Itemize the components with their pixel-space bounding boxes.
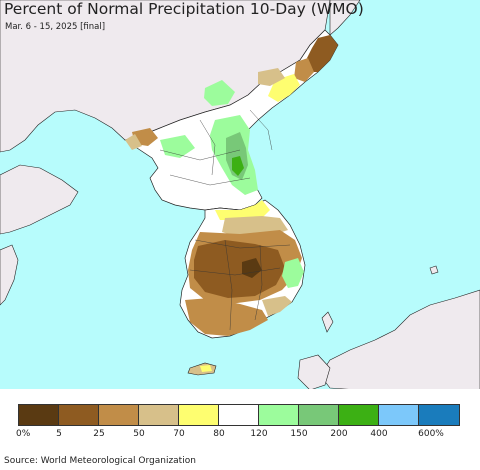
russia-land [329, 0, 361, 36]
nk-darkgreen [232, 156, 244, 176]
legend-tick-label: 150 [290, 429, 308, 439]
shandong-peninsula [0, 164, 79, 235]
source-note: Source: World Meteorological Organizatio… [4, 456, 196, 466]
ulleung-island [429, 265, 439, 275]
nk-brown-ne [306, 35, 338, 72]
legend-swatch [179, 405, 219, 425]
legend-swatch [139, 405, 179, 425]
legend-tick-label: 120 [250, 429, 268, 439]
nk-tan-ne [294, 58, 314, 82]
legend-swatch [19, 405, 59, 425]
map-subtitle: Mar. 6 - 15, 2025 [final] [5, 22, 106, 32]
legend-swatch [379, 405, 419, 425]
legend-tick-label: 70 [173, 429, 185, 439]
nk-lighttan-west [125, 134, 142, 150]
province-boundaries [159, 109, 291, 331]
legend-colorbar [18, 404, 460, 426]
tsushima-island [321, 311, 334, 333]
japan-kyushu [297, 354, 331, 391]
legend-tick-label: 0% [16, 429, 31, 439]
sk-yellow-n [215, 200, 270, 220]
legend-tick-label: 200 [330, 429, 348, 439]
sk-tan-south [185, 298, 268, 336]
legend-swatch [259, 405, 299, 425]
jeju-yellow [200, 365, 212, 372]
legend-swatch [299, 405, 339, 425]
map-title: Percent of Normal Precipitation 10-Day (… [4, 0, 364, 18]
sk-brown-central [194, 240, 285, 298]
legend-tick-label: 80 [213, 429, 225, 439]
legend-swatch [59, 405, 99, 425]
legend-tick-label: 600% [418, 429, 444, 439]
sk-green-east [282, 258, 304, 288]
nk-lighttan-ne [258, 68, 285, 86]
legend-tick-label: 25 [93, 429, 105, 439]
legend-tick-label: 50 [133, 429, 145, 439]
sk-lighttan-south [262, 296, 292, 316]
legend-swatch [219, 405, 259, 425]
china-south-coast [0, 244, 19, 306]
legend-swatch [339, 405, 379, 425]
legend-swatch [99, 405, 139, 425]
legend-tick-label: 5 [56, 429, 62, 439]
legend-swatch [419, 405, 459, 425]
legend-tick-label: 400 [370, 429, 388, 439]
nk-green-n [204, 80, 235, 106]
